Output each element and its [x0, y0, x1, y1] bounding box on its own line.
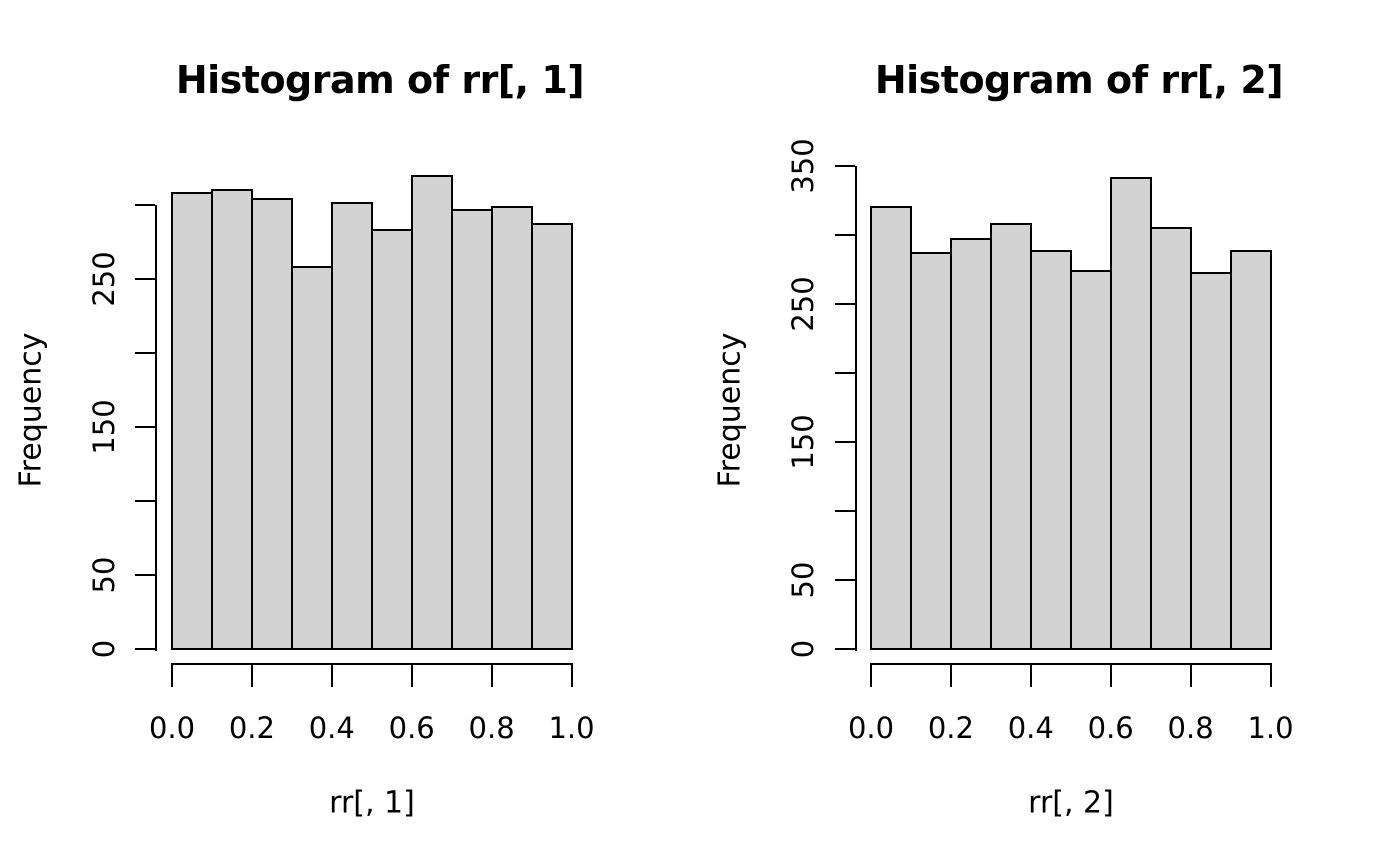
- y-axis-tick-label: 0: [786, 639, 820, 659]
- x-axis-tick-label: 0.2: [228, 711, 275, 745]
- x-axis-tick: [1109, 665, 1112, 687]
- y-axis-tick: [835, 441, 855, 443]
- y-axis-tick-label: 150: [87, 399, 121, 455]
- histogram-bar: [1029, 250, 1072, 650]
- histogram-bar: [1229, 250, 1272, 650]
- y-axis-label: Frequency: [13, 332, 49, 488]
- y-axis-tick: [835, 165, 855, 167]
- x-axis-label: rr[, 1]: [329, 785, 415, 821]
- x-axis-tick-label: 0.2: [927, 711, 974, 745]
- histogram-bar: [1189, 272, 1232, 650]
- x-axis-tick-label: 1.0: [1247, 711, 1294, 745]
- y-axis-tick-label: 50: [786, 561, 820, 599]
- x-axis-tick-label: 0.0: [148, 711, 196, 745]
- y-axis-tick-label: 250: [87, 251, 121, 307]
- histogram-rr-col1: Histogram of rr[, 1] Frequency rr[, 1] 0…: [13, 58, 595, 821]
- y-axis-tick: [135, 426, 155, 428]
- x-axis-tick: [1269, 665, 1272, 687]
- y-axis-tick: [135, 574, 155, 576]
- histogram-bar: [1069, 270, 1112, 650]
- y-axis-tick: [835, 510, 855, 512]
- chart-title: Histogram of rr[, 2]: [874, 58, 1284, 102]
- x-axis-tick-label: 0.8: [468, 711, 515, 745]
- x-axis-line: [171, 663, 573, 665]
- histogram-bar: [330, 202, 373, 650]
- histogram-bar: [989, 223, 1032, 650]
- histogram-bar: [530, 223, 573, 650]
- y-axis-tick: [135, 648, 155, 650]
- x-axis-tick: [870, 665, 872, 687]
- histogram-bar: [370, 229, 413, 650]
- histogram-bar: [410, 175, 453, 650]
- y-axis-tick: [835, 303, 855, 305]
- histogram-bar: [1149, 227, 1192, 650]
- x-axis-tick-label: 1.0: [548, 711, 595, 745]
- histogram-bar: [949, 238, 992, 650]
- y-axis-tick: [835, 648, 855, 650]
- histogram-bar: [909, 252, 952, 650]
- histogram-bar: [1109, 177, 1152, 650]
- x-axis-label: rr[, 2]: [1028, 785, 1114, 821]
- y-axis-label: Frequency: [712, 332, 748, 488]
- x-axis-tick: [330, 665, 333, 687]
- y-axis-line: [855, 166, 857, 651]
- y-axis-tick: [835, 234, 855, 236]
- x-axis-tick-label: 0.6: [1087, 711, 1134, 745]
- x-axis-tick: [1029, 665, 1032, 687]
- x-axis-tick: [490, 665, 493, 687]
- histogram-bar: [250, 198, 293, 650]
- histogram-bar: [290, 266, 333, 650]
- histogram-bar: [450, 209, 493, 650]
- x-axis-tick-label: 0.8: [1167, 711, 1214, 745]
- x-axis-tick: [250, 665, 253, 687]
- x-axis-tick-label: 0.4: [308, 711, 355, 745]
- histogram-rr-col2: Histogram of rr[, 2] Frequency rr[, 2] 0…: [699, 0, 1399, 866]
- y-axis-tick: [135, 500, 155, 502]
- histogram-bar: [870, 206, 912, 650]
- x-axis-tick: [171, 665, 173, 687]
- y-axis-tick-label: 350: [786, 138, 820, 194]
- histogram-bar: [490, 206, 533, 650]
- histogram-bar: [171, 192, 213, 650]
- x-axis-line: [870, 663, 1272, 665]
- chart-title: Histogram of rr[, 1]: [175, 58, 585, 102]
- x-axis-tick: [570, 665, 573, 687]
- y-axis-tick-label: 250: [786, 276, 820, 332]
- x-axis-tick: [1189, 665, 1192, 687]
- x-axis-tick-label: 0.0: [847, 711, 895, 745]
- y-axis-tick-label: 50: [87, 556, 121, 594]
- y-axis-tick: [835, 372, 855, 374]
- histogram-bar: [210, 189, 253, 650]
- y-axis-tick: [135, 204, 155, 206]
- x-axis-tick-label: 0.4: [1007, 711, 1054, 745]
- y-axis-tick-label: 0: [87, 639, 121, 659]
- y-axis-line: [155, 205, 157, 651]
- y-axis-tick: [135, 278, 155, 280]
- y-axis-tick: [835, 579, 855, 581]
- x-axis-tick: [949, 665, 952, 687]
- x-axis-tick: [410, 665, 413, 687]
- y-axis-tick: [135, 352, 155, 354]
- x-axis-tick-label: 0.6: [388, 711, 435, 745]
- y-axis-tick-label: 150: [786, 414, 820, 470]
